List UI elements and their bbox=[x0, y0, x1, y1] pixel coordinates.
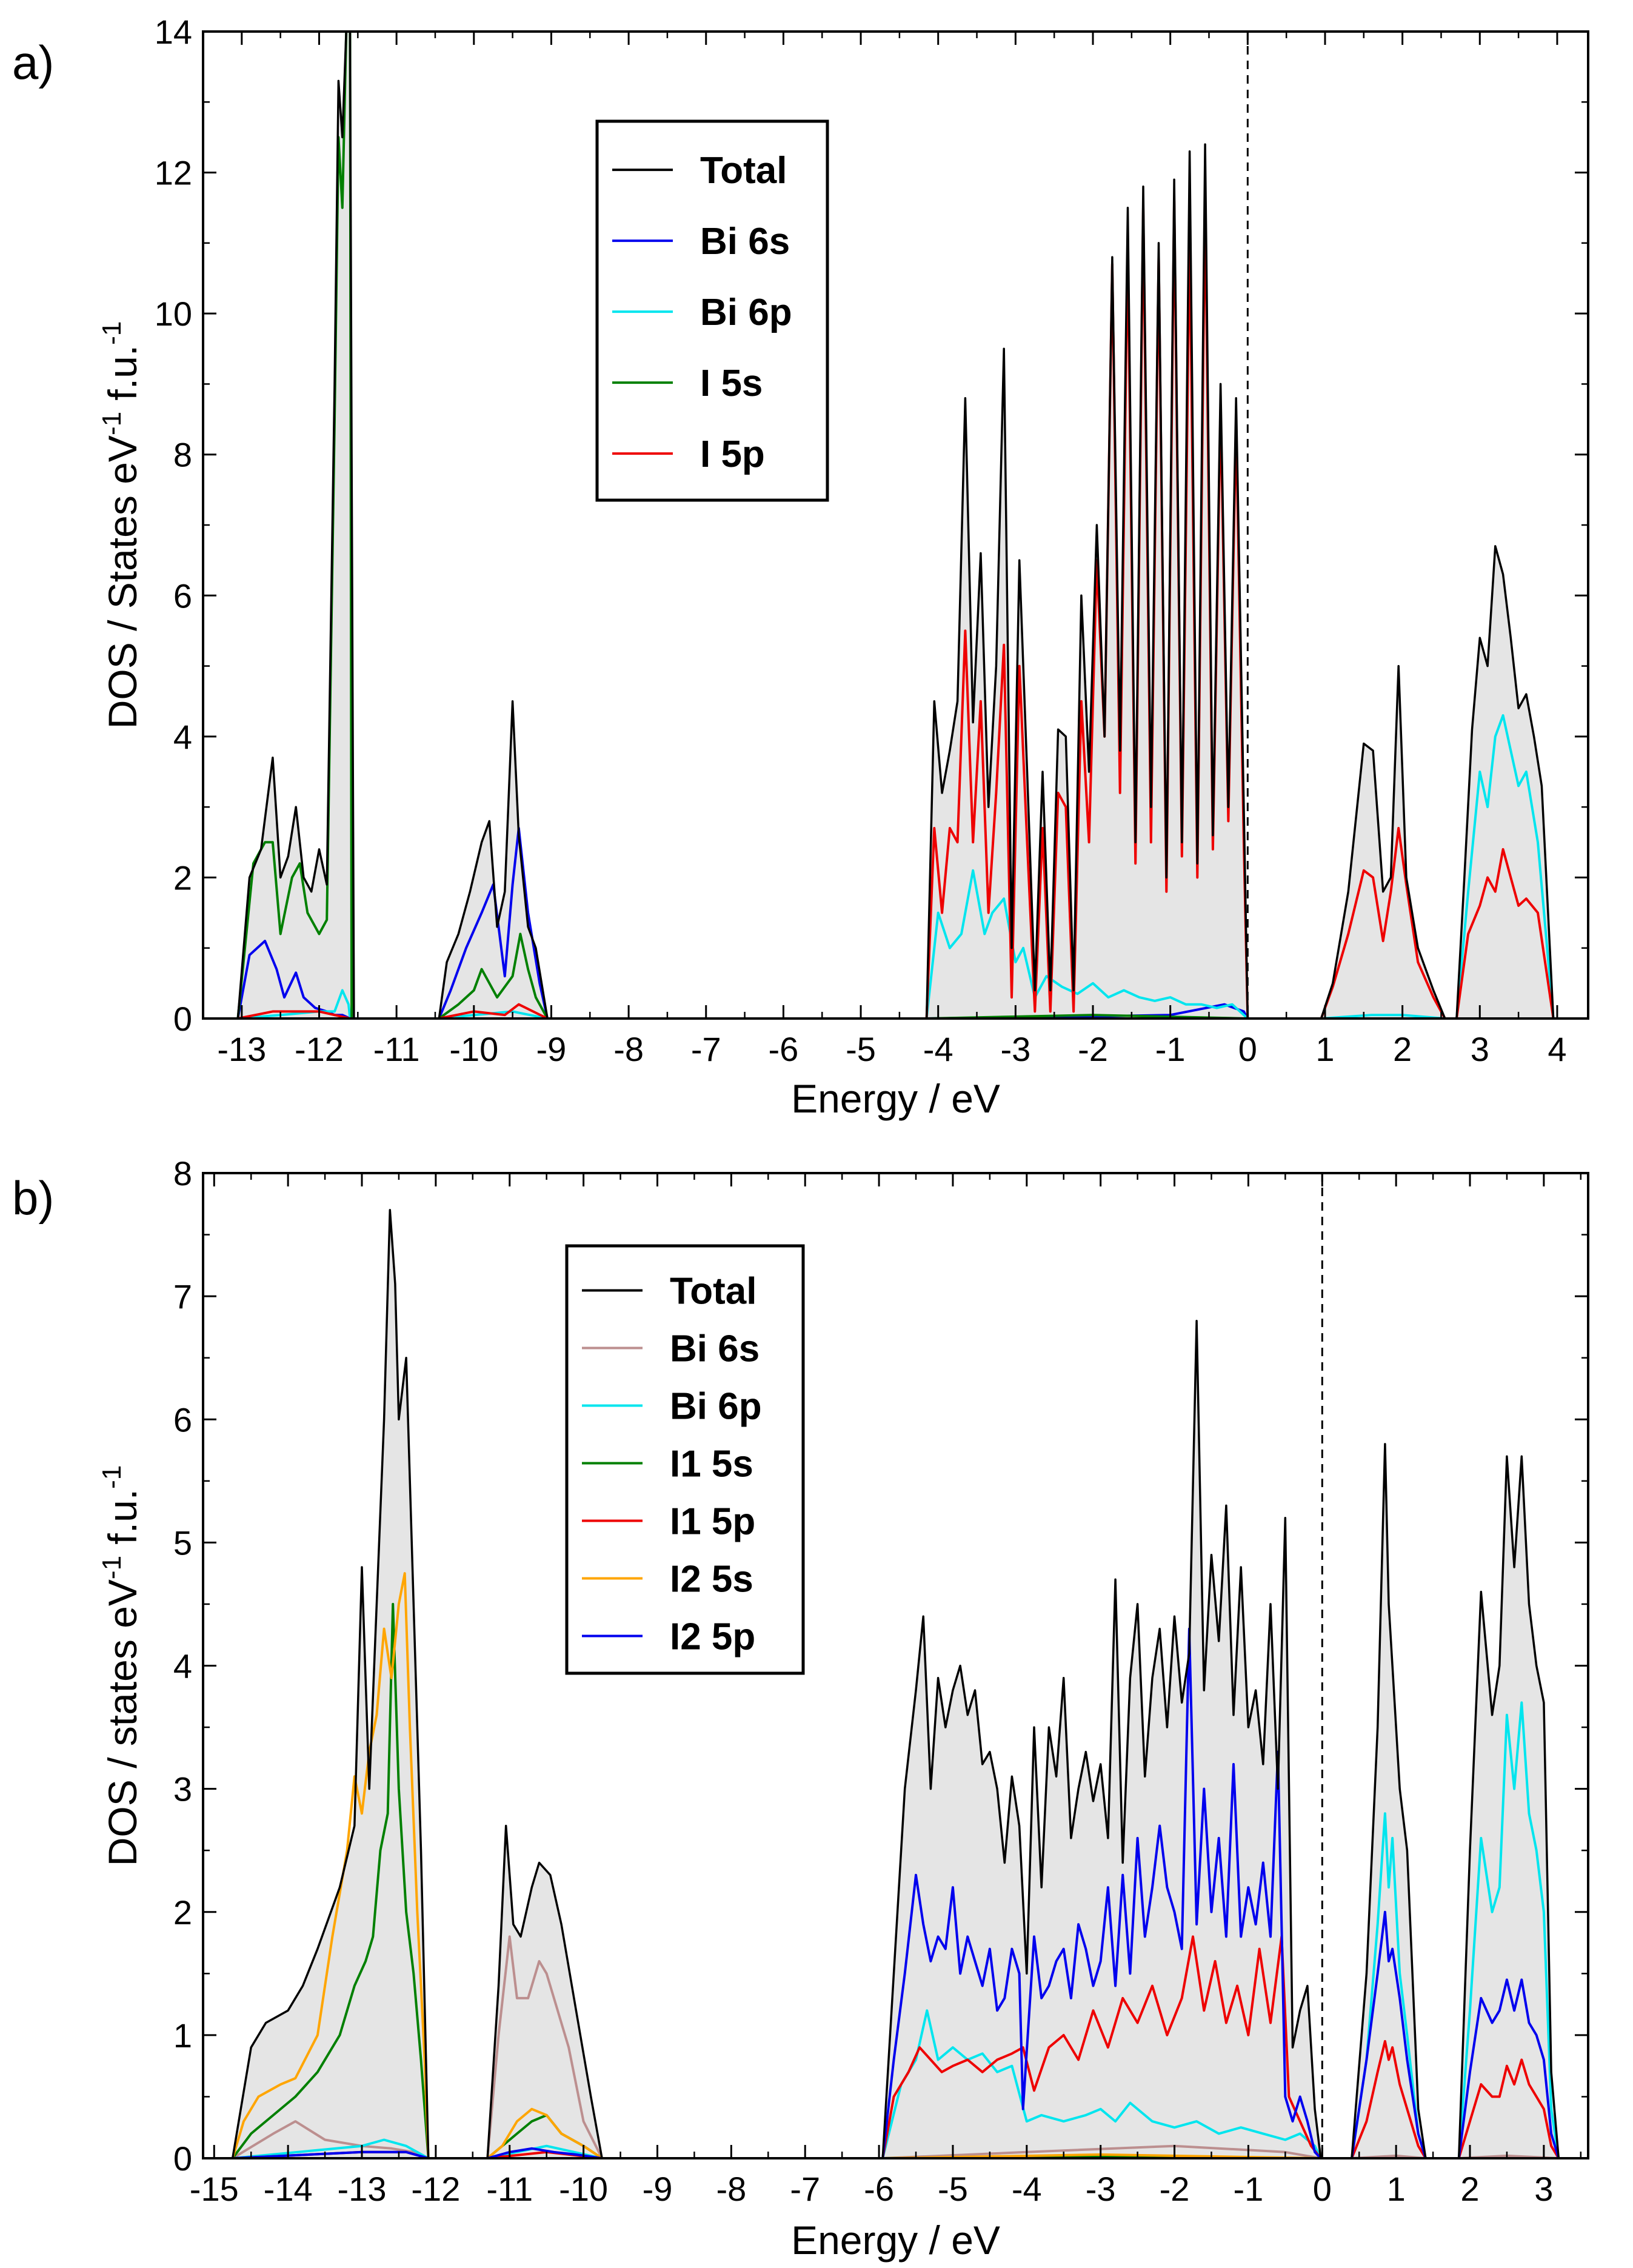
panel-b-xtick-label: -2 bbox=[1160, 2170, 1190, 2208]
panel-b-series-total bbox=[231, 1209, 1560, 2158]
panel-b-ytick-label: 3 bbox=[173, 1770, 192, 1808]
panel-b-ytick-label: 8 bbox=[173, 1154, 192, 1193]
panel-b-y-axis-label-tail: f.u. bbox=[100, 1489, 145, 1556]
panel-a-total-fill bbox=[238, 32, 1554, 1019]
panel-b-xtick-label: -9 bbox=[643, 2170, 673, 2208]
panel-a-xtick-label: -1 bbox=[1155, 1030, 1186, 1068]
panel-a-y-axis-label: DOS / States eV-1 f.u.-1 bbox=[97, 321, 145, 729]
panel-b-plot-area bbox=[231, 1209, 1560, 2158]
panel-b-legend-entry-bi-6s: Bi 6s bbox=[670, 1328, 760, 1370]
panel-b-xtick-label: 1 bbox=[1387, 2170, 1406, 2208]
panel-b-legend-entry-i1-5p: I1 5p bbox=[670, 1501, 755, 1543]
panel-b-legend-entry-total: Total bbox=[670, 1271, 757, 1313]
panel-b-ytick-label: 1 bbox=[173, 2016, 192, 2055]
panel-b-total-fill bbox=[232, 1209, 1559, 2158]
panel-b-legend-entry-i2-5p: I2 5p bbox=[670, 1616, 755, 1658]
panel-a-xtick-label: -11 bbox=[373, 1030, 420, 1068]
panel-a-ytick-label: 8 bbox=[173, 436, 192, 474]
panel-a-ytick-label: 2 bbox=[173, 858, 192, 897]
panel-b-ytick-label: 0 bbox=[173, 2139, 192, 2178]
panel-b-y-axis-label-sup: -1 bbox=[97, 1556, 127, 1579]
panel-a-xtick-label: 2 bbox=[1393, 1030, 1412, 1068]
panel-b-y-axis-label-main: DOS / states eV bbox=[100, 1579, 145, 1866]
panel-a-legend: Total Bi 6s Bi 6p I 5s I 5p bbox=[595, 119, 829, 502]
panel-b-ytick-label: 2 bbox=[173, 1893, 192, 1932]
panel-a-xtick-label: -9 bbox=[536, 1030, 567, 1068]
panel-a-legend-entry-total: Total bbox=[700, 150, 787, 192]
panel-a-xtick-label: 1 bbox=[1315, 1030, 1334, 1068]
panel-b-xtick-label: -15 bbox=[190, 2170, 239, 2208]
panel-a-xtick-label: -7 bbox=[691, 1030, 721, 1068]
panel-b-legend-entry-i1-5s: I1 5s bbox=[670, 1443, 753, 1485]
panel-b-series-i2-5p bbox=[232, 1627, 1560, 2158]
panel-a-legend-entry-bi-6s: Bi 6s bbox=[700, 221, 790, 263]
panel-a-xtick-label: -6 bbox=[769, 1030, 799, 1068]
panel-b-xtick-label: -13 bbox=[338, 2170, 387, 2208]
panel-a-xtick-label: -10 bbox=[449, 1030, 498, 1068]
panel-b-ytick-label: 7 bbox=[173, 1277, 192, 1316]
panel-b-legend-box bbox=[565, 1244, 805, 1675]
panel-b-xtick-label: -14 bbox=[264, 2170, 313, 2208]
panel-a-ytick-label: 10 bbox=[155, 295, 192, 333]
panel-b-y-axis-label-sup2: -1 bbox=[97, 1465, 127, 1489]
panel-b-y-axis-label: DOS / states eV-1 f.u.-1 bbox=[97, 1465, 145, 1867]
panel-a-xtick-label: -8 bbox=[613, 1030, 644, 1068]
panel-a-xtick-label: 0 bbox=[1238, 1030, 1257, 1068]
panel-a-xtick-label: -3 bbox=[1000, 1030, 1030, 1068]
panel-a-y-axis-label-tail: f.u. bbox=[100, 345, 145, 412]
panel-b-ytick-label: 5 bbox=[173, 1524, 192, 1562]
panel-b-series-i1-5p bbox=[232, 1935, 1560, 2158]
panel-b-xtick-label: -1 bbox=[1234, 2170, 1264, 2208]
panel-b-series-i2-5s bbox=[231, 1572, 1321, 2158]
panel-a-ytick-label: 0 bbox=[173, 1000, 192, 1038]
panel-b-xtick-label: 3 bbox=[1534, 2170, 1553, 2208]
panel-a-y-axis-label-sup: -1 bbox=[97, 412, 127, 435]
panel-a-ytick-label: 6 bbox=[173, 577, 192, 615]
panel-a-xtick-label: 4 bbox=[1548, 1030, 1566, 1068]
panel-b-xtick-label: -10 bbox=[559, 2170, 608, 2208]
panel-a-xtick-label: -4 bbox=[923, 1030, 953, 1068]
panel-a-x-axis-label: Energy / eV bbox=[791, 1076, 1000, 1121]
panel-a-xtick-label: 3 bbox=[1471, 1030, 1489, 1068]
panel-b-label: b) bbox=[12, 1171, 54, 1225]
panel-a-xtick-label: -5 bbox=[846, 1030, 876, 1068]
panel-b-xtick-label: 0 bbox=[1313, 2170, 1332, 2208]
panel-a-series-i-5s bbox=[236, 32, 1248, 1019]
panel-b-ytick-label: 6 bbox=[173, 1400, 192, 1439]
panel-b-xtick-label: -11 bbox=[486, 2170, 533, 2208]
panel-b: b)-15 -14 -13 -12 -11 -10 -9 -8 -7 -6 -5 -4 -3 -2 -1 0 1… bbox=[12, 1154, 1589, 2263]
panel-a-ytick-label: 4 bbox=[173, 718, 192, 756]
panel-b-legend-entry-bi-6p: Bi 6p bbox=[670, 1386, 762, 1428]
panel-b-legend: Total Bi 6s Bi 6p I1 5s I1 5p I2 5s I2 5p bbox=[565, 1244, 805, 1675]
panel-a-plot-area bbox=[236, 32, 1555, 1019]
panel-a-ytick-label: 12 bbox=[155, 154, 192, 192]
panel-b-xtick-label: -5 bbox=[938, 2170, 968, 2208]
panel-b-xtick-label: -12 bbox=[411, 2170, 460, 2208]
panel-a-y-axis-label-sup2: -1 bbox=[97, 321, 127, 345]
panel-a-legend-entry-bi-6p: Bi 6p bbox=[700, 292, 792, 333]
panel-a-y-axis-label-main: DOS / States eV bbox=[100, 435, 145, 729]
panel-a-ytick-label: 14 bbox=[155, 13, 192, 51]
panel-b-xtick-label: 2 bbox=[1460, 2170, 1479, 2208]
panel-a-xtick-label: -2 bbox=[1078, 1030, 1108, 1068]
panel-a-xtick-label: -13 bbox=[217, 1030, 266, 1068]
panel-b-ytick-label: 4 bbox=[173, 1647, 192, 1685]
panel-b-xtick-label: -3 bbox=[1086, 2170, 1116, 2208]
panel-b-xtick-label: -7 bbox=[790, 2170, 820, 2208]
panel-a-legend-entry-i-5p: I 5p bbox=[700, 433, 765, 475]
panel-a-xtick-label: -12 bbox=[295, 1030, 344, 1068]
panel-b-legend-entry-i2-5s: I2 5s bbox=[670, 1559, 753, 1601]
panel-a: a)-13 -12 -11 -10 -9 -8 -7 -6 -5 -4 -3 -2 -1 0 1 2 3 4024… bbox=[12, 13, 1589, 1121]
panel-b-x-axis-label: Energy / eV bbox=[791, 2218, 1000, 2263]
panel-b-xtick-label: -6 bbox=[864, 2170, 894, 2208]
panel-a-series-total bbox=[236, 32, 1555, 1019]
panel-b-xtick-label: -8 bbox=[716, 2170, 746, 2208]
panel-a-label: a) bbox=[12, 36, 54, 89]
panel-a-legend-entry-i-5s: I 5s bbox=[700, 363, 763, 404]
panel-b-xtick-label: -4 bbox=[1012, 2170, 1042, 2208]
